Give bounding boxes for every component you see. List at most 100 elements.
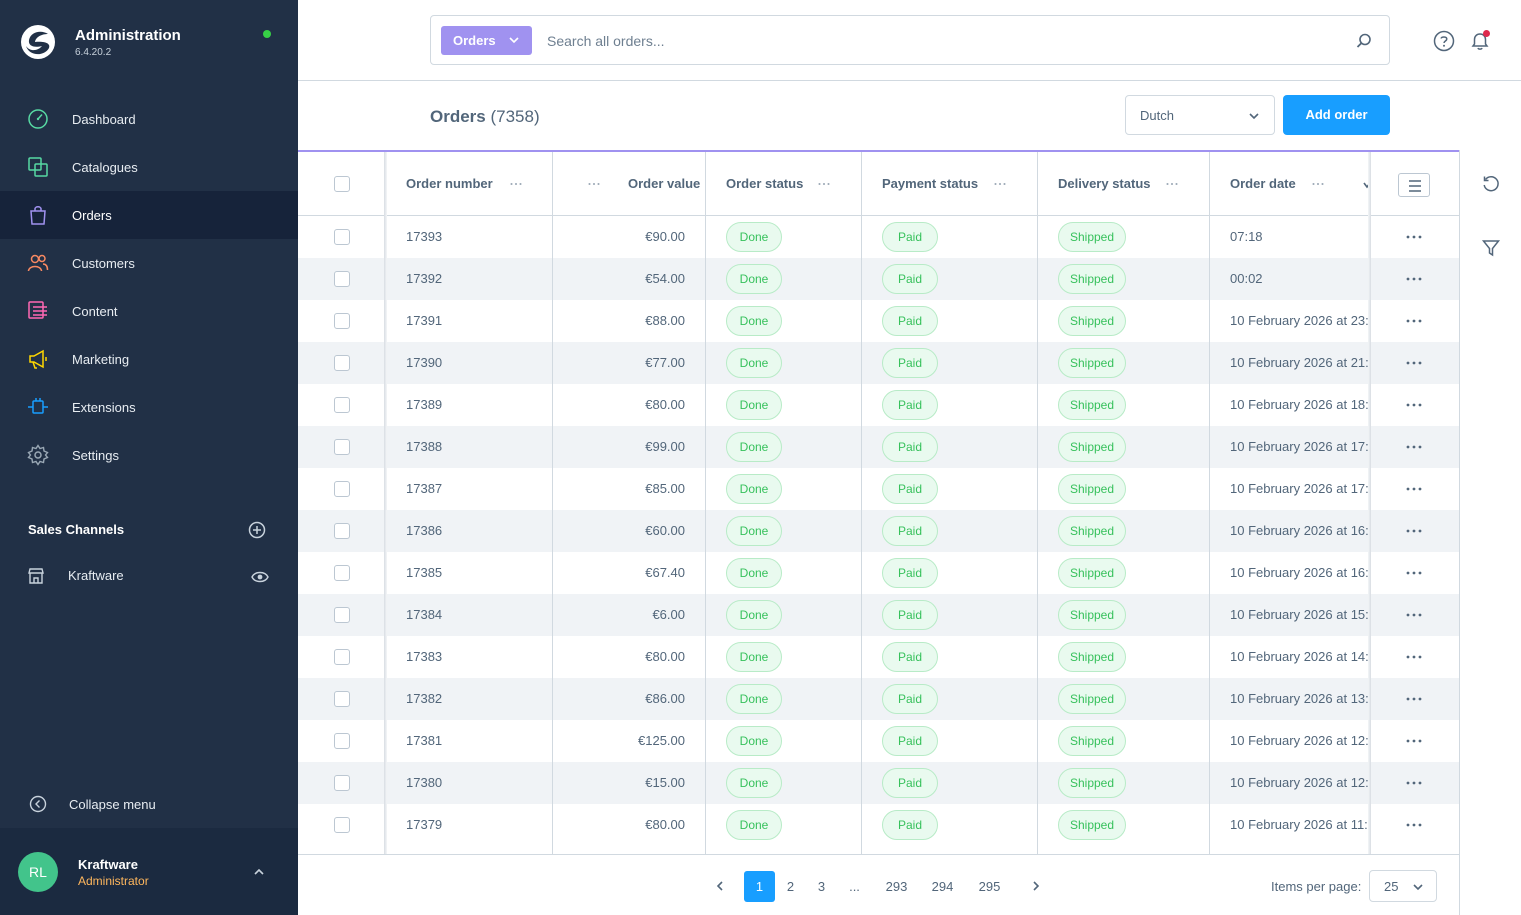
- order-number-cell[interactable]: 17388: [406, 439, 443, 454]
- row-checkbox[interactable]: [334, 775, 350, 791]
- row-actions-icon[interactable]: [1406, 487, 1422, 491]
- shopware-logo[interactable]: [20, 24, 56, 60]
- avatar[interactable]: RL: [18, 852, 58, 892]
- row-checkbox[interactable]: [334, 733, 350, 749]
- add-sales-channel-icon[interactable]: [248, 521, 266, 539]
- table-row[interactable]: 17380 €15.00 Done Paid Shipped 10 February 20…: [298, 762, 1459, 804]
- row-checkbox[interactable]: [334, 439, 350, 455]
- page-button[interactable]: 293: [885, 879, 908, 894]
- order-number-cell[interactable]: 17379: [406, 817, 443, 832]
- help-icon[interactable]: [1433, 30, 1455, 52]
- column-options-icon[interactable]: [994, 182, 1006, 186]
- row-actions-icon[interactable]: [1406, 277, 1422, 281]
- table-row[interactable]: 17385 €67.40 Done Paid Shipped 10 February 20…: [298, 552, 1459, 594]
- row-actions-icon[interactable]: [1406, 781, 1422, 785]
- notification-bell-icon[interactable]: [1468, 29, 1492, 53]
- row-checkbox[interactable]: [334, 481, 350, 497]
- column-options-icon[interactable]: [510, 182, 522, 186]
- language-select[interactable]: Dutch: [1125, 95, 1275, 135]
- page-button[interactable]: 294: [931, 879, 954, 894]
- row-actions-icon[interactable]: [1406, 697, 1422, 701]
- order-number-cell[interactable]: 17384: [406, 607, 443, 622]
- order-number-cell[interactable]: 17380: [406, 775, 443, 790]
- table-row[interactable]: 17384 €6.00 Done Paid Shipped 10 February 202…: [298, 594, 1459, 636]
- order-number-cell[interactable]: 17381: [406, 733, 443, 748]
- order-number-cell[interactable]: 17385: [406, 565, 443, 580]
- sidebar-item-content[interactable]: Content: [0, 287, 298, 335]
- column-header-payment-status[interactable]: Payment status: [882, 176, 979, 191]
- page-button[interactable]: 1: [744, 871, 775, 902]
- select-all-checkbox[interactable]: [334, 176, 350, 192]
- table-row[interactable]: 17386 €60.00 Done Paid Shipped 10 February 20…: [298, 510, 1459, 552]
- table-row[interactable]: 17393 €90.00 Done Paid Shipped 07:18: [298, 216, 1459, 258]
- column-options-icon[interactable]: [1312, 182, 1324, 186]
- sales-channel-item-kraftware[interactable]: Kraftware: [0, 560, 298, 592]
- order-number-cell[interactable]: 17389: [406, 397, 443, 412]
- table-row[interactable]: 17382 €86.00 Done Paid Shipped 10 February 20…: [298, 678, 1459, 720]
- row-actions-icon[interactable]: [1406, 529, 1422, 533]
- sidebar-item-customers[interactable]: Customers: [0, 239, 298, 287]
- row-actions-icon[interactable]: [1406, 613, 1422, 617]
- column-header-order-status[interactable]: Order status: [726, 176, 804, 191]
- row-checkbox[interactable]: [334, 649, 350, 665]
- page-button[interactable]: 2: [786, 879, 795, 894]
- row-actions-icon[interactable]: [1406, 823, 1422, 827]
- column-header-order-value[interactable]: Order value: [628, 176, 701, 191]
- row-checkbox[interactable]: [334, 565, 350, 581]
- items-per-page-select[interactable]: 25: [1369, 870, 1437, 902]
- row-actions-icon[interactable]: [1406, 445, 1422, 449]
- table-row[interactable]: 17383 €80.00 Done Paid Shipped 10 February 20…: [298, 636, 1459, 678]
- row-checkbox[interactable]: [334, 691, 350, 707]
- page-button[interactable]: 3: [817, 879, 826, 894]
- refresh-icon[interactable]: [1481, 174, 1501, 194]
- search-icon[interactable]: [1355, 32, 1373, 50]
- table-row[interactable]: 17390 €77.00 Done Paid Shipped 10 February 20…: [298, 342, 1459, 384]
- table-row[interactable]: 17391 €88.00 Done Paid Shipped 10 February 20…: [298, 300, 1459, 342]
- sidebar-item-dashboard[interactable]: Dashboard: [0, 95, 298, 143]
- row-checkbox[interactable]: [334, 229, 350, 245]
- collapse-menu-button[interactable]: Collapse menu: [0, 788, 298, 820]
- sidebar-item-extensions[interactable]: Extensions: [0, 383, 298, 431]
- order-number-cell[interactable]: 17387: [406, 481, 443, 496]
- row-actions-icon[interactable]: [1406, 655, 1422, 659]
- column-options-icon[interactable]: [588, 182, 600, 186]
- chevron-left-icon[interactable]: [714, 880, 726, 892]
- search-input[interactable]: [547, 26, 1327, 55]
- sidebar-item-orders[interactable]: Orders: [0, 191, 298, 239]
- order-number-cell[interactable]: 17392: [406, 271, 443, 286]
- column-header-order-date[interactable]: Order date: [1230, 176, 1296, 191]
- row-actions-icon[interactable]: [1406, 739, 1422, 743]
- row-checkbox[interactable]: [334, 397, 350, 413]
- eye-icon[interactable]: [251, 570, 269, 584]
- order-number-cell[interactable]: 17391: [406, 313, 443, 328]
- row-checkbox[interactable]: [334, 817, 350, 833]
- order-number-cell[interactable]: 17386: [406, 523, 443, 538]
- order-number-cell[interactable]: 17383: [406, 649, 443, 664]
- page-button[interactable]: 295: [978, 879, 1001, 894]
- order-number-cell[interactable]: 17393: [406, 229, 443, 244]
- row-checkbox[interactable]: [334, 355, 350, 371]
- chevron-right-icon[interactable]: [1030, 880, 1042, 892]
- chevron-up-icon[interactable]: [252, 865, 266, 879]
- column-settings-button[interactable]: [1398, 173, 1430, 197]
- order-number-cell[interactable]: 17390: [406, 355, 443, 370]
- column-options-icon[interactable]: [818, 182, 830, 186]
- table-row[interactable]: 17392 €54.00 Done Paid Shipped 00:02: [298, 258, 1459, 300]
- table-row[interactable]: 17389 €80.00 Done Paid Shipped 10 February 20…: [298, 384, 1459, 426]
- order-number-cell[interactable]: 17382: [406, 691, 443, 706]
- row-actions-icon[interactable]: [1406, 403, 1422, 407]
- sidebar-item-catalogues[interactable]: Catalogues: [0, 143, 298, 191]
- sidebar-item-marketing[interactable]: Marketing: [0, 335, 298, 383]
- row-actions-icon[interactable]: [1406, 571, 1422, 575]
- row-checkbox[interactable]: [334, 271, 350, 287]
- table-row[interactable]: 17388 €99.00 Done Paid Shipped 10 February 20…: [298, 426, 1459, 468]
- table-row[interactable]: 17379 €80.00 Done Paid Shipped 10 February 20…: [298, 804, 1459, 846]
- search-type-dropdown[interactable]: Orders: [441, 26, 532, 55]
- row-actions-icon[interactable]: [1406, 319, 1422, 323]
- row-actions-icon[interactable]: [1406, 361, 1422, 365]
- row-actions-icon[interactable]: [1406, 235, 1422, 239]
- row-checkbox[interactable]: [334, 313, 350, 329]
- row-checkbox[interactable]: [334, 523, 350, 539]
- column-header-order-number[interactable]: Order number: [406, 176, 493, 191]
- filter-icon[interactable]: [1481, 238, 1501, 258]
